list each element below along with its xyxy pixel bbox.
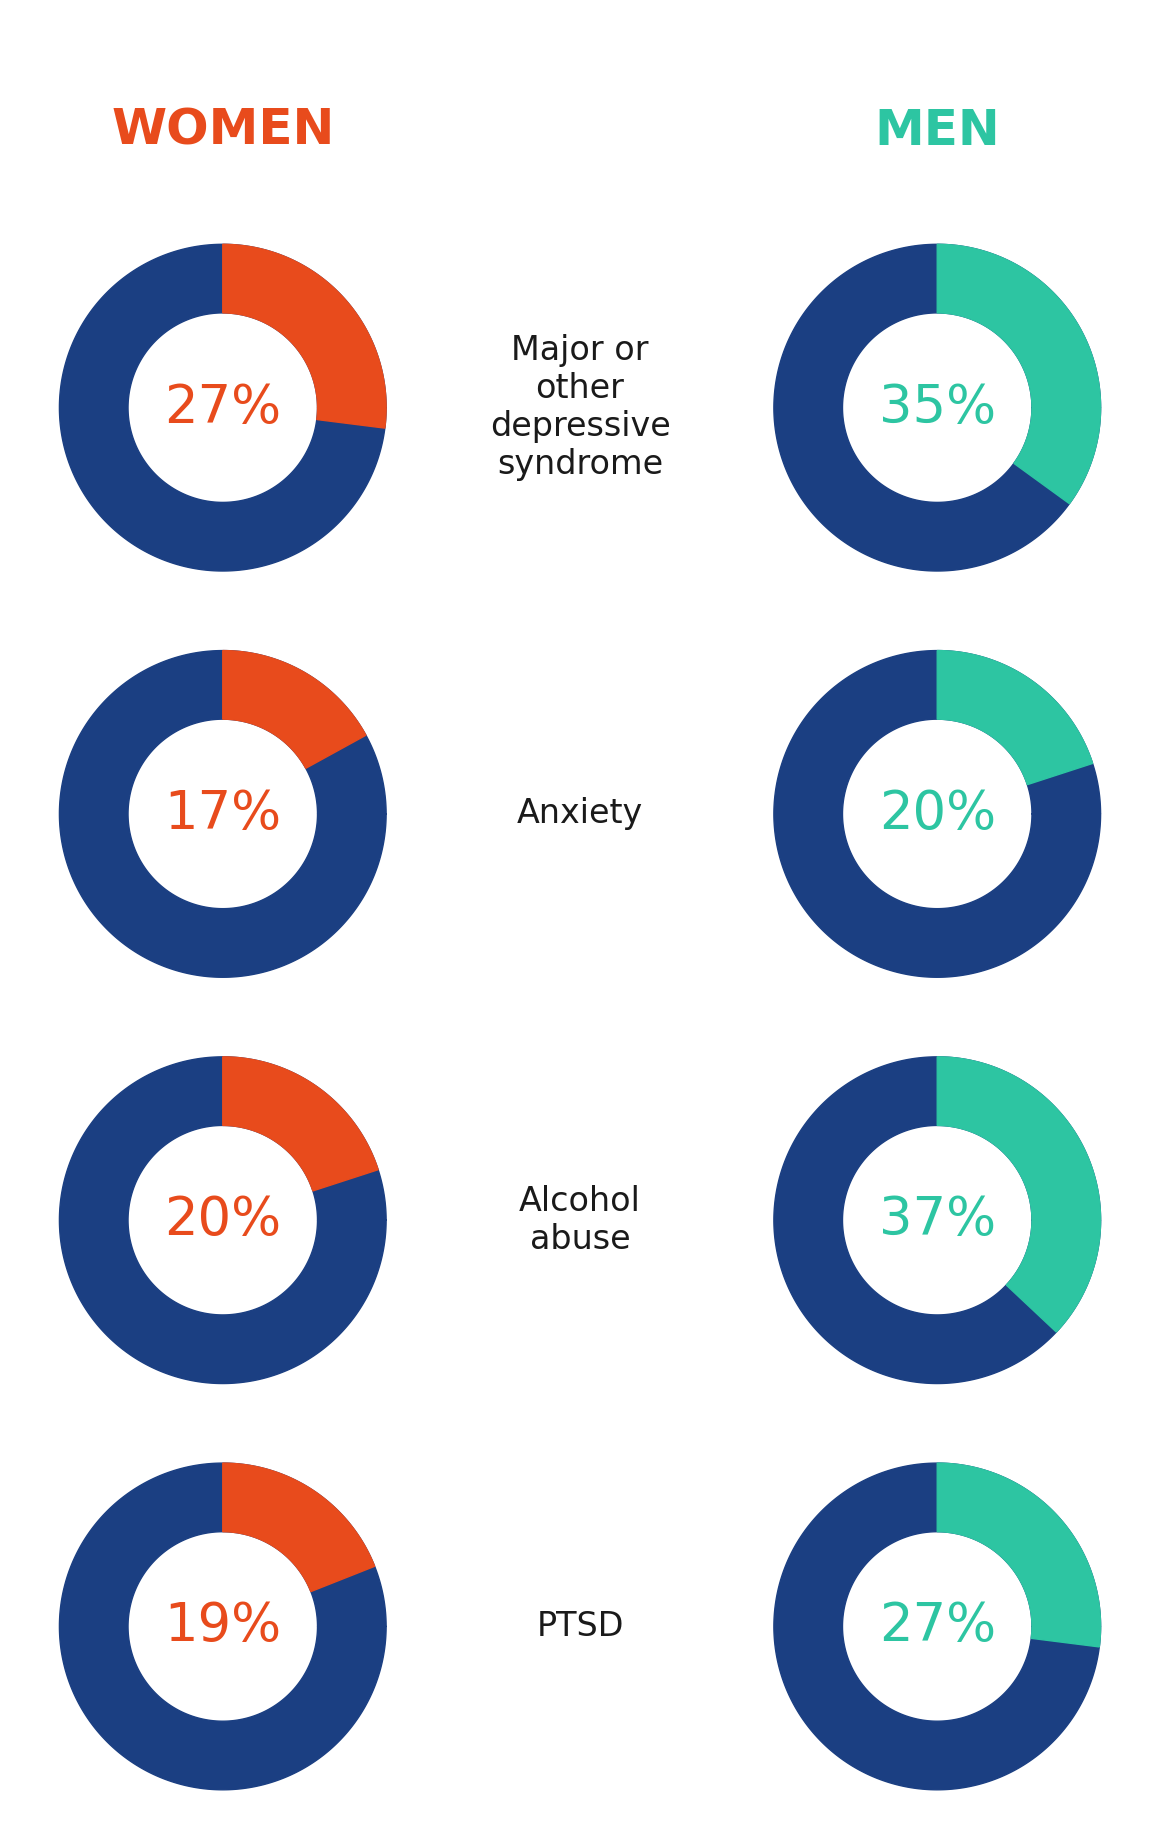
Polygon shape bbox=[223, 1463, 375, 1592]
Text: 37%: 37% bbox=[878, 1194, 995, 1246]
Text: WOMEN: WOMEN bbox=[111, 107, 334, 155]
Text: Alcohol
abuse: Alcohol abuse bbox=[519, 1185, 641, 1255]
Polygon shape bbox=[223, 1056, 378, 1191]
Polygon shape bbox=[937, 245, 1101, 503]
Text: 27%: 27% bbox=[878, 1600, 995, 1653]
Text: Anxiety: Anxiety bbox=[517, 798, 643, 831]
Polygon shape bbox=[59, 245, 386, 571]
Polygon shape bbox=[59, 1056, 386, 1384]
Text: 19%: 19% bbox=[165, 1600, 282, 1653]
Polygon shape bbox=[774, 245, 1101, 571]
Polygon shape bbox=[774, 1463, 1101, 1790]
Text: 17%: 17% bbox=[165, 789, 282, 840]
Polygon shape bbox=[937, 651, 1093, 785]
Polygon shape bbox=[223, 245, 386, 428]
Text: 27%: 27% bbox=[165, 382, 282, 433]
Polygon shape bbox=[59, 1463, 386, 1790]
Text: MEN: MEN bbox=[875, 107, 1000, 155]
Polygon shape bbox=[774, 1056, 1101, 1384]
Polygon shape bbox=[223, 651, 365, 769]
Polygon shape bbox=[937, 1463, 1101, 1648]
Text: 20%: 20% bbox=[165, 1194, 282, 1246]
Polygon shape bbox=[59, 651, 386, 977]
Text: 20%: 20% bbox=[878, 789, 995, 840]
Polygon shape bbox=[937, 1056, 1101, 1332]
Text: PTSD: PTSD bbox=[536, 1611, 624, 1642]
Polygon shape bbox=[774, 651, 1101, 977]
Text: 35%: 35% bbox=[878, 382, 995, 433]
Text: Major or
other
depressive
syndrome: Major or other depressive syndrome bbox=[490, 334, 670, 481]
